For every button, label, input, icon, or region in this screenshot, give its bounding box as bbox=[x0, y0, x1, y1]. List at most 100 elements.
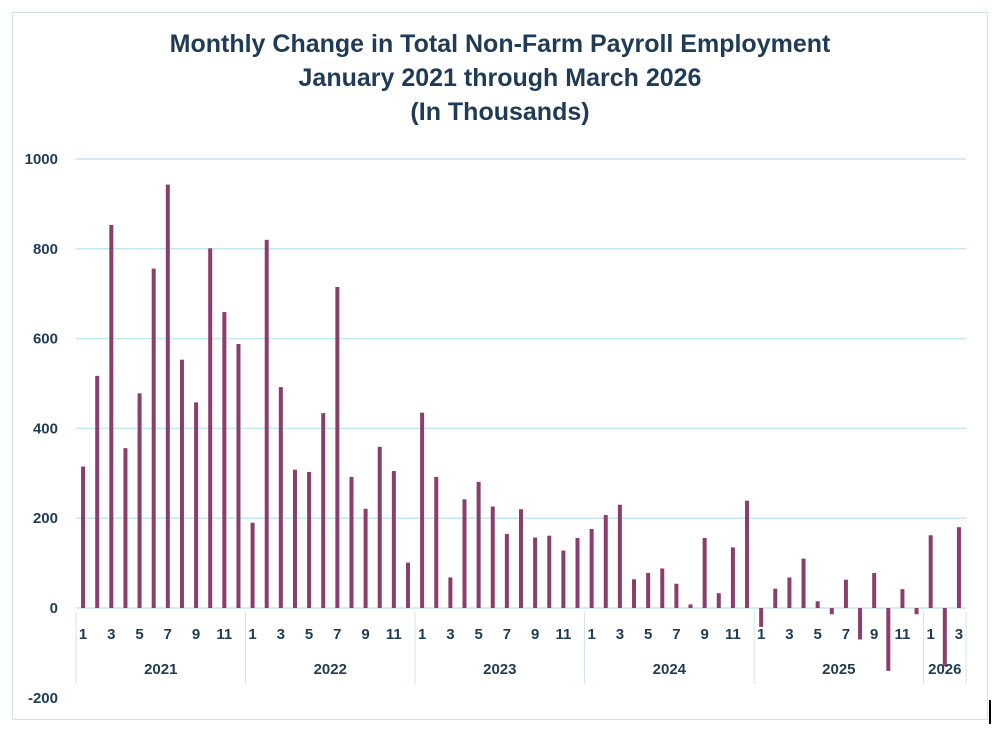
bar bbox=[307, 471, 312, 608]
bar bbox=[688, 604, 693, 608]
month-tick-label: 5 bbox=[135, 626, 143, 643]
bar bbox=[95, 375, 100, 608]
year-label: 2022 bbox=[314, 661, 347, 678]
bar bbox=[646, 572, 651, 608]
month-tick-label: 5 bbox=[474, 626, 482, 643]
bar bbox=[377, 446, 382, 608]
bar bbox=[391, 471, 396, 608]
bar bbox=[137, 393, 142, 608]
bar bbox=[561, 550, 566, 608]
bar bbox=[843, 579, 848, 608]
month-tick-label: 3 bbox=[785, 626, 793, 643]
bar bbox=[292, 469, 297, 608]
bar bbox=[81, 466, 86, 608]
bar bbox=[858, 608, 863, 640]
bar bbox=[349, 476, 354, 608]
bar bbox=[603, 515, 608, 608]
chart-frame bbox=[12, 12, 988, 720]
bar bbox=[956, 527, 961, 608]
bar bbox=[900, 589, 905, 608]
month-tick-label: 1 bbox=[927, 626, 935, 643]
bar bbox=[278, 387, 283, 608]
y-tick-label: 0 bbox=[50, 600, 58, 617]
year-label: 2025 bbox=[822, 661, 855, 678]
bar bbox=[547, 535, 552, 608]
month-tick-label: 9 bbox=[361, 626, 369, 643]
bar bbox=[829, 608, 834, 615]
year-label: 2026 bbox=[928, 661, 961, 678]
bar bbox=[462, 499, 467, 608]
bar bbox=[674, 583, 679, 608]
chart-title: Monthly Change in Total Non-Farm Payroll… bbox=[169, 30, 831, 58]
bar bbox=[533, 537, 538, 608]
bar bbox=[321, 413, 326, 608]
month-tick-label: 1 bbox=[248, 626, 256, 643]
bar bbox=[589, 528, 594, 608]
month-tick-label: 1 bbox=[587, 626, 595, 643]
month-tick-label: 7 bbox=[842, 626, 850, 643]
bar bbox=[448, 577, 453, 608]
month-tick-label: 7 bbox=[672, 626, 680, 643]
bar bbox=[632, 579, 637, 608]
text-cursor bbox=[989, 700, 991, 724]
month-tick-label: 3 bbox=[446, 626, 454, 643]
bar bbox=[872, 572, 877, 608]
bar bbox=[476, 481, 481, 608]
month-tick-label: 11 bbox=[386, 626, 402, 643]
bar bbox=[702, 537, 707, 608]
bar bbox=[617, 504, 622, 608]
bar bbox=[222, 312, 227, 608]
bar bbox=[504, 533, 509, 608]
bar bbox=[519, 509, 523, 608]
month-tick-label: 5 bbox=[644, 626, 652, 643]
month-tick-label: 5 bbox=[813, 626, 821, 643]
month-tick-label: 3 bbox=[616, 626, 624, 643]
bar bbox=[236, 343, 241, 608]
month-tick-label: 7 bbox=[503, 626, 511, 643]
month-tick-label: 1 bbox=[418, 626, 426, 643]
bar bbox=[773, 588, 778, 608]
bar bbox=[165, 184, 170, 608]
bar bbox=[420, 412, 425, 608]
month-tick-label: 5 bbox=[305, 626, 313, 643]
y-tick-label: 200 bbox=[33, 510, 58, 527]
month-tick-label: 9 bbox=[870, 626, 878, 643]
bar bbox=[745, 500, 750, 608]
bar bbox=[490, 506, 495, 608]
bar bbox=[179, 359, 184, 608]
month-tick-label: 7 bbox=[164, 626, 172, 643]
y-tick-label: 800 bbox=[33, 241, 58, 258]
y-tick-label: 400 bbox=[33, 420, 58, 437]
y-tick-label: -200 bbox=[28, 690, 58, 707]
bar bbox=[363, 508, 368, 608]
bar bbox=[801, 558, 806, 608]
month-tick-label: 11 bbox=[725, 626, 741, 643]
bar bbox=[151, 268, 156, 608]
bar bbox=[716, 593, 721, 608]
month-tick-label: 1 bbox=[79, 626, 87, 643]
month-tick-label: 9 bbox=[531, 626, 539, 643]
bar bbox=[208, 248, 213, 608]
month-tick-label: 3 bbox=[277, 626, 285, 643]
y-tick-label: 600 bbox=[33, 331, 58, 348]
y-tick-label: 1000 bbox=[25, 151, 58, 168]
bar bbox=[660, 568, 665, 608]
bar bbox=[928, 535, 933, 608]
bar bbox=[264, 239, 269, 608]
month-tick-label: 7 bbox=[333, 626, 341, 643]
bar bbox=[123, 448, 128, 608]
month-tick-label: 9 bbox=[192, 626, 200, 643]
bar bbox=[759, 608, 764, 627]
month-tick-label: 11 bbox=[216, 626, 232, 643]
bar bbox=[787, 577, 792, 608]
year-label: 2023 bbox=[483, 661, 516, 678]
bar bbox=[109, 225, 114, 609]
bar bbox=[730, 547, 735, 608]
bar bbox=[815, 601, 820, 608]
year-label: 2021 bbox=[144, 661, 177, 678]
month-tick-label: 3 bbox=[107, 626, 115, 643]
month-tick-label: 11 bbox=[894, 626, 910, 643]
month-tick-label: 3 bbox=[955, 626, 963, 643]
year-label: 2024 bbox=[653, 661, 687, 678]
